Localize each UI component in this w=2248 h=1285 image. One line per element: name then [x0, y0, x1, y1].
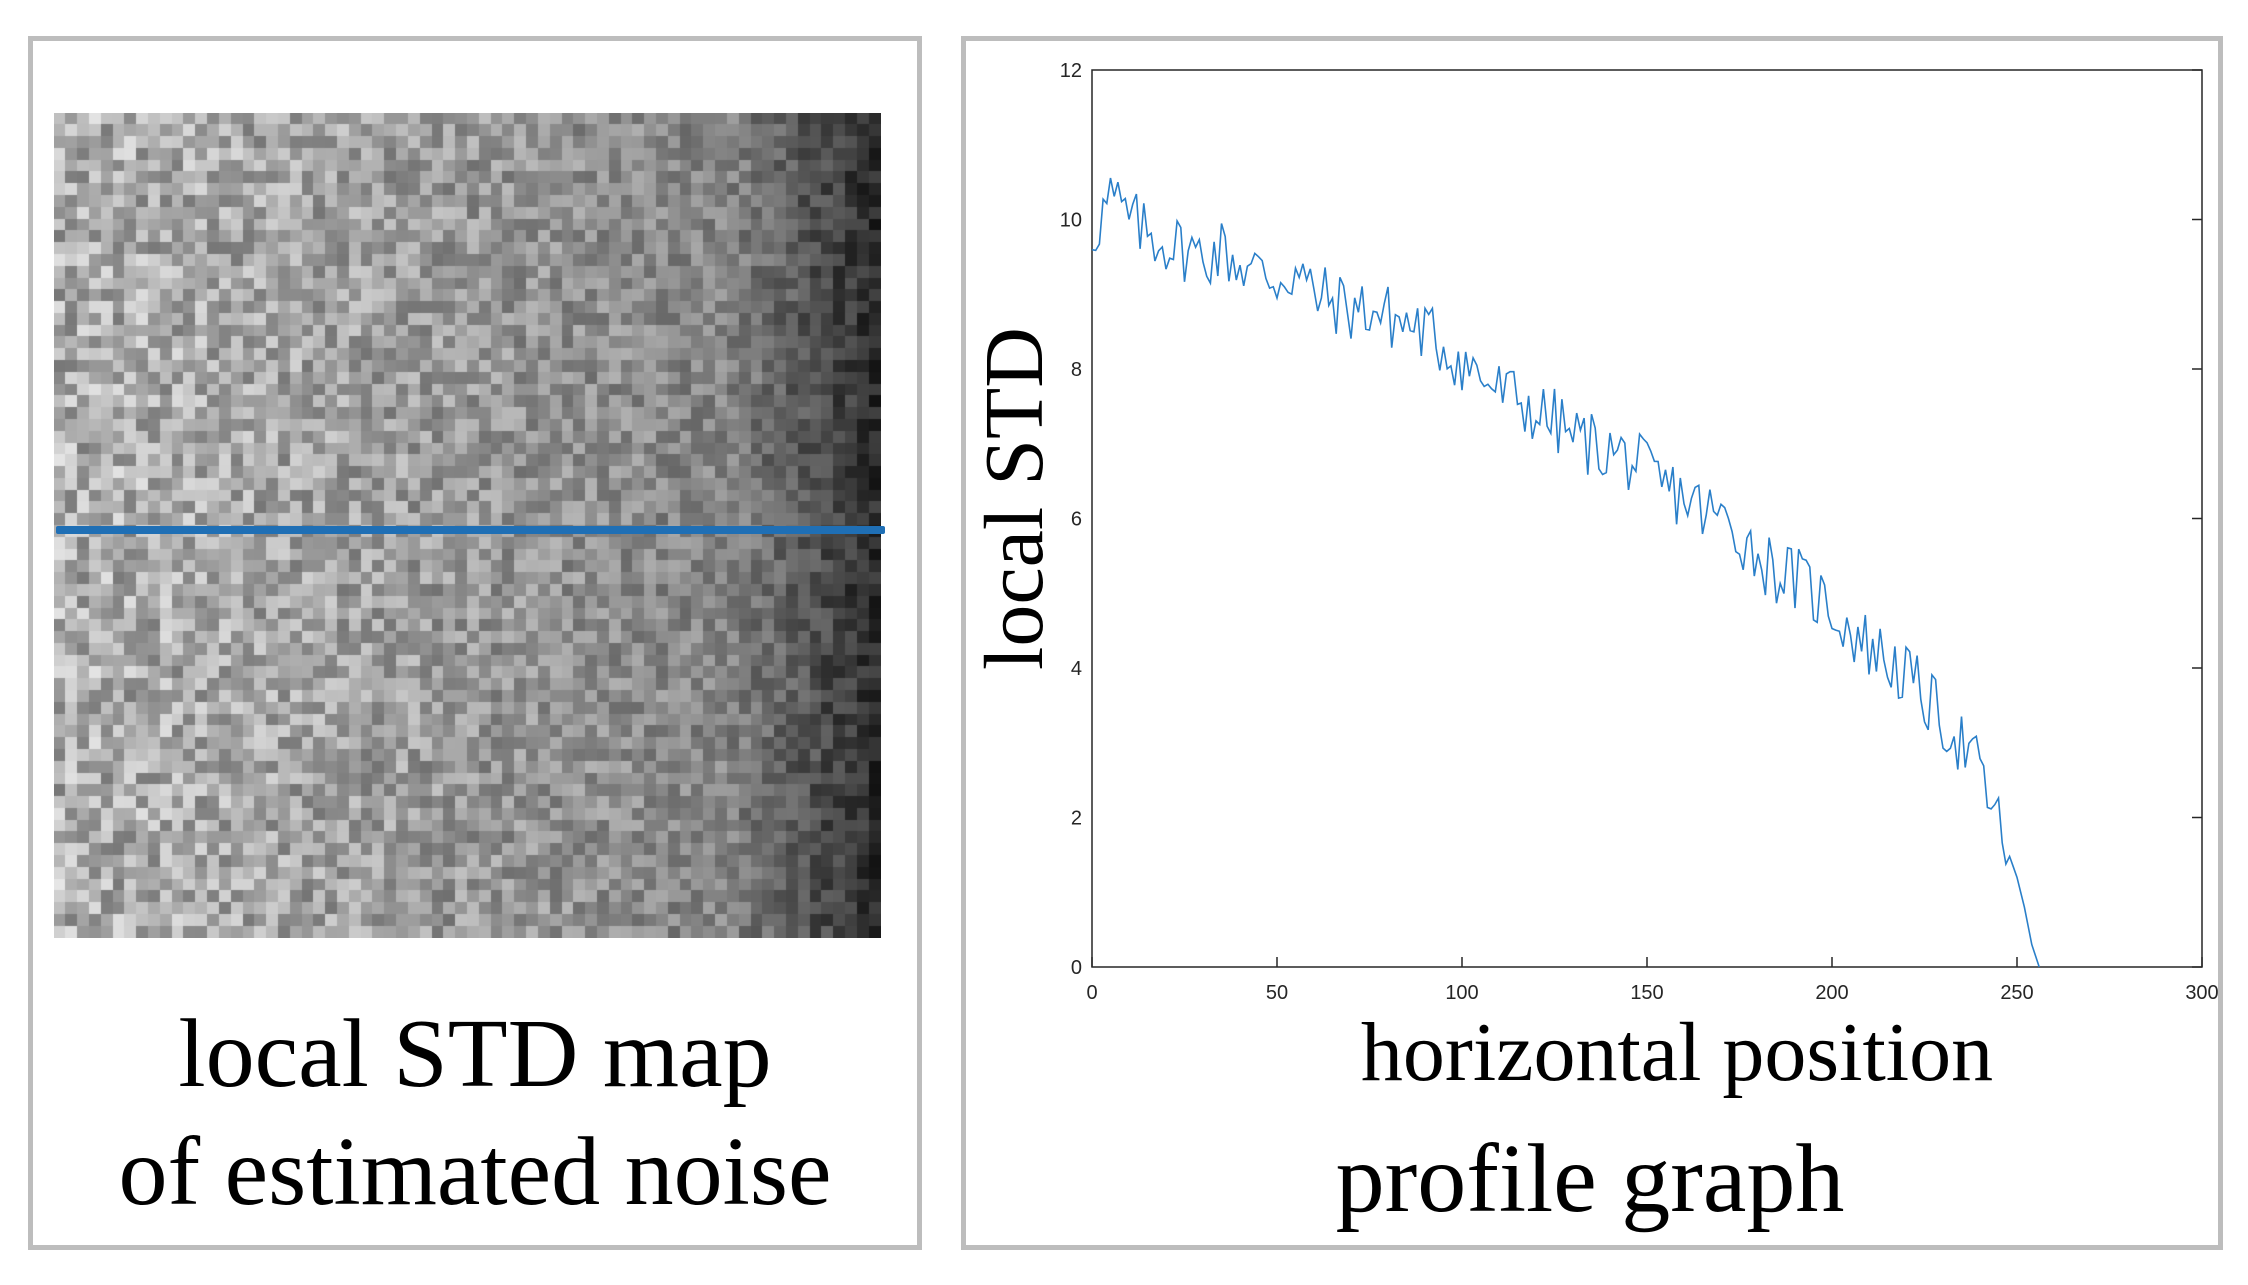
chart-ticks: 0 50 100 150 200 250 300 0 2 4 6 8 10 12 — [1060, 60, 2218, 1004]
plot-frame — [1091, 69, 2203, 968]
x-tick-label: 300 — [2185, 982, 2218, 1004]
profile-chart: 0 50 100 150 200 250 300 0 2 4 6 8 10 12 horizontal p… — [968, 60, 2218, 1099]
y-tick-label: 0 — [1071, 957, 1082, 979]
chart-axes — [1091, 69, 2203, 968]
chart-series — [1091, 177, 2040, 968]
x-tick-label: 0 — [1086, 982, 1097, 1004]
y-tick-label: 4 — [1071, 658, 1082, 680]
x-tick-label: 250 — [2000, 982, 2033, 1004]
y-tick-label: 10 — [1060, 210, 1082, 232]
y-tick-label: 2 — [1071, 808, 1082, 830]
local-std-noise-map — [54, 113, 881, 938]
series-line — [1091, 177, 2040, 968]
y-tick-label: 12 — [1060, 60, 1082, 82]
y-tick-label: 8 — [1071, 359, 1082, 381]
x-tick-label: 50 — [1266, 982, 1288, 1004]
left-caption: local STD map of estimated noise — [60, 995, 890, 1231]
right-panel — [961, 36, 2223, 1250]
left-caption-line2: of estimated noise — [118, 1118, 832, 1226]
profile-line — [56, 526, 885, 534]
y-tick-label: 6 — [1071, 509, 1082, 531]
x-tick-label: 100 — [1445, 982, 1478, 1004]
left-caption-line1: local STD map — [178, 1000, 772, 1108]
right-caption: profile graph — [1335, 1125, 1845, 1233]
x-tick-label: 200 — [1815, 982, 1848, 1004]
x-tick-label: 150 — [1630, 982, 1663, 1004]
x-axis-label: horizontal position — [1361, 1006, 1993, 1099]
y-axis-label: local STD — [968, 327, 1061, 670]
